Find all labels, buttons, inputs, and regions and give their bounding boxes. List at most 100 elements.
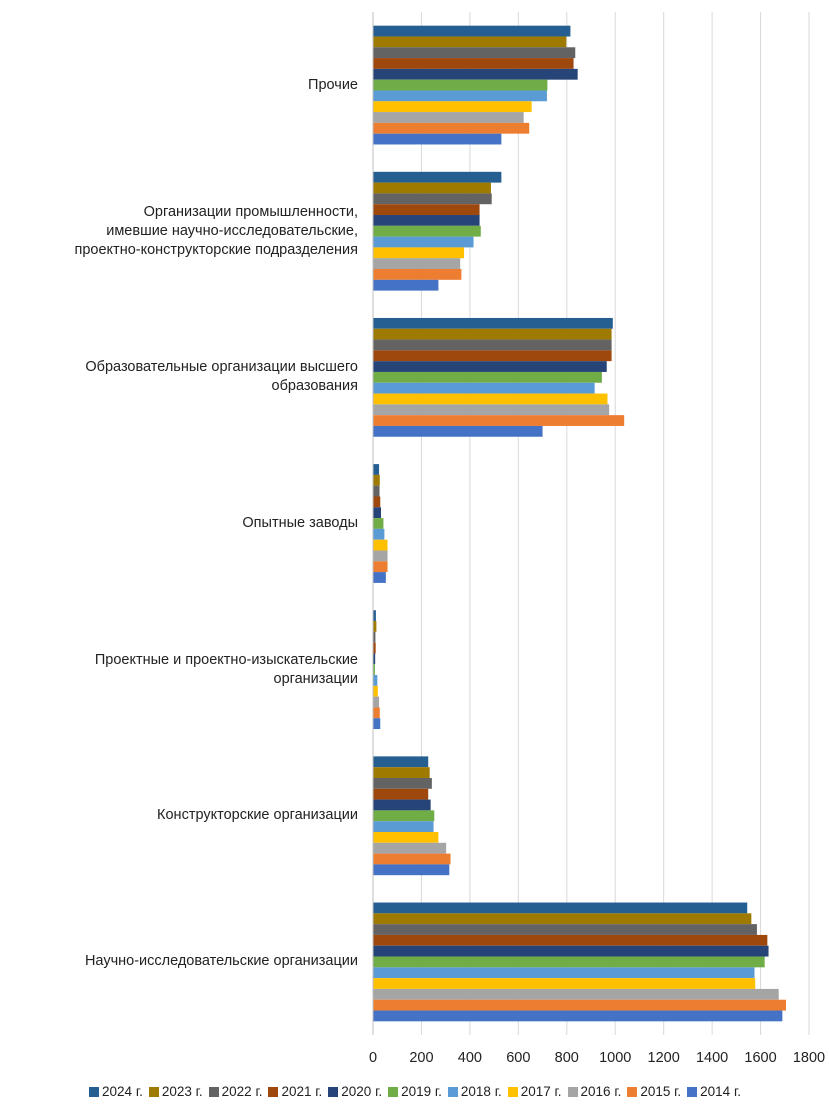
legend-item: 2015 г.: [627, 1084, 681, 1099]
bar-2014г-cat-0: [373, 133, 502, 145]
legend-swatch: [328, 1086, 339, 1097]
legend-swatch: [687, 1086, 698, 1097]
bar-2022г-cat-0: [373, 47, 576, 59]
x-tick-label: 0: [369, 1050, 377, 1066]
bar-2019г-cat-4: [373, 664, 375, 676]
bar-2023г-cat-6: [373, 913, 752, 925]
bar-2018г-cat-1: [373, 236, 474, 248]
bar-2016г-cat-3: [373, 550, 388, 562]
bar-2022г-cat-5: [373, 777, 432, 789]
bar-2024г-cat-6: [373, 902, 748, 914]
legend-swatch: [388, 1086, 399, 1097]
x-tick-label: 1000: [599, 1050, 631, 1066]
bar-2023г-cat-4: [373, 621, 377, 632]
legend-item: 2019 г.: [388, 1084, 442, 1099]
bar-2024г-cat-0: [373, 25, 571, 37]
x-tick-label: 1200: [648, 1050, 680, 1066]
legend-label: 2019 г.: [401, 1084, 442, 1099]
bar-2023г-cat-1: [373, 182, 491, 194]
bar-2017г-cat-4: [373, 685, 378, 697]
bar-2014г-cat-1: [373, 279, 439, 291]
bar-2019г-cat-5: [373, 810, 435, 822]
x-tick-label: 1800: [793, 1050, 825, 1066]
legend-item: 2020 г.: [328, 1084, 382, 1099]
legend-label: 2017 г.: [520, 1084, 562, 1099]
bar-2021г-cat-1: [373, 204, 480, 216]
x-tick-label: 1400: [696, 1050, 728, 1066]
bar-2020г-cat-6: [373, 945, 769, 957]
bar-2024г-cat-2: [373, 317, 613, 329]
legend-item: 2024 г.: [89, 1084, 143, 1099]
bar-2014г-cat-2: [373, 425, 543, 437]
legend-label: 2023 г.: [161, 1084, 203, 1099]
x-tick-label: 600: [506, 1050, 530, 1066]
bar-2019г-cat-3: [373, 518, 384, 529]
legend-label: 2015 г.: [640, 1084, 682, 1099]
bar-2017г-cat-5: [373, 831, 439, 843]
bars: [373, 25, 786, 1022]
bar-2017г-cat-6: [373, 978, 756, 989]
bar-2023г-cat-0: [373, 36, 567, 48]
legend-swatch: [89, 1086, 100, 1097]
bar-2017г-cat-0: [373, 101, 532, 113]
category-label: Научно-исследовательские организации: [84, 953, 358, 970]
bar-2019г-cat-1: [373, 225, 481, 237]
legend-swatch: [268, 1086, 279, 1097]
bar-2015г-cat-1: [373, 269, 462, 280]
bar-2022г-cat-3: [373, 485, 380, 497]
x-tick-label: 800: [555, 1050, 579, 1066]
bar-2024г-cat-5: [373, 756, 429, 768]
bar-2023г-cat-2: [373, 328, 612, 340]
bar-2021г-cat-4: [373, 642, 376, 654]
legend-label: 2024 г.: [102, 1084, 143, 1099]
bar-2020г-cat-5: [373, 799, 431, 811]
bar-2023г-cat-5: [373, 767, 430, 778]
legend-swatch: [148, 1086, 159, 1097]
bar-2021г-cat-3: [373, 496, 381, 508]
legend-swatch: [447, 1086, 458, 1097]
bar-2017г-cat-1: [373, 247, 465, 259]
bar-2020г-cat-2: [373, 361, 607, 372]
bar-2018г-cat-5: [373, 821, 434, 832]
bar-2016г-cat-1: [373, 258, 461, 270]
bar-2020г-cat-4: [373, 653, 376, 665]
gridlines: [420, 12, 810, 1035]
category-label: Проектные и проектно-изыскательские орга…: [94, 651, 358, 687]
category-label: Опытные заводы: [242, 515, 358, 531]
bar-2024г-cat-4: [373, 610, 376, 622]
bar-2020г-cat-1: [373, 215, 480, 226]
bar-2015г-cat-4: [373, 707, 380, 719]
bar-2016г-cat-6: [373, 988, 779, 1000]
bar-2014г-cat-5: [373, 864, 450, 876]
legend-label: 2018 г.: [460, 1084, 502, 1099]
bar-2016г-cat-4: [373, 696, 380, 708]
legend-swatch: [507, 1086, 518, 1097]
bar-2014г-cat-6: [373, 1010, 783, 1022]
bar-2016г-cat-5: [373, 842, 447, 854]
bar-2021г-cat-2: [373, 350, 612, 362]
bar-2019г-cat-2: [373, 371, 602, 383]
x-tick-label: 200: [409, 1050, 433, 1066]
legend-swatch: [208, 1086, 219, 1097]
bar-2018г-cat-0: [373, 90, 547, 102]
bar-2014г-cat-4: [373, 718, 381, 730]
x-tick-label: 1600: [744, 1050, 776, 1066]
category-label: Конструкторские организации: [157, 807, 358, 824]
bar-2022г-cat-2: [373, 339, 612, 351]
bar-2021г-cat-5: [373, 788, 429, 800]
legend-item: 2018 г.: [447, 1084, 502, 1099]
bar-2015г-cat-0: [373, 122, 530, 134]
bar-2018г-cat-6: [373, 967, 755, 979]
bar-2017г-cat-2: [373, 393, 608, 405]
category-label: Прочие: [308, 76, 358, 93]
x-axis-ticks: 0 200 400 600 800 1000 1200 1400 1600 1800: [369, 1050, 825, 1066]
legend-swatch: [627, 1086, 638, 1097]
bar-2019г-cat-0: [373, 79, 548, 91]
legend-item: 2022 г.: [208, 1084, 262, 1099]
bar-2018г-cat-2: [373, 382, 595, 394]
legend-swatch: [567, 1086, 578, 1097]
legend-item: 2016 г.: [567, 1084, 621, 1099]
legend-label: 2021 г.: [281, 1084, 323, 1099]
legend-label: 2014 г.: [700, 1084, 741, 1099]
